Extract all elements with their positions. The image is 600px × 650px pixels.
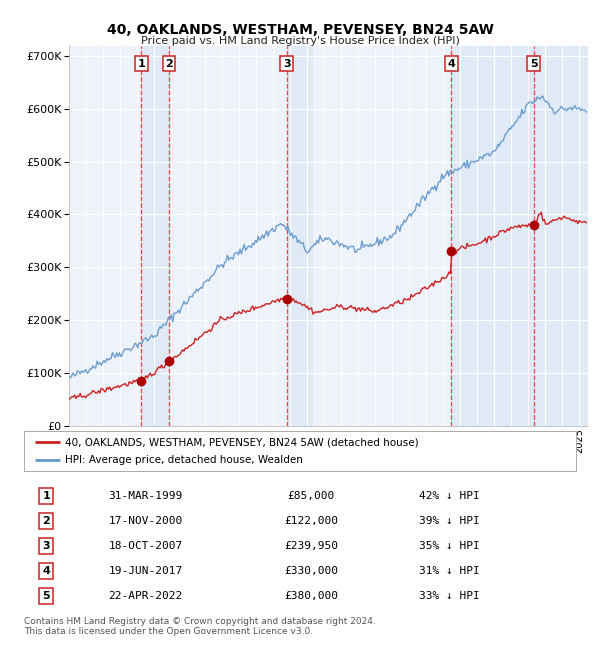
Text: £239,950: £239,950 <box>284 541 338 551</box>
Text: 33% ↓ HPI: 33% ↓ HPI <box>419 592 479 601</box>
Text: 3: 3 <box>42 541 50 551</box>
Text: 31-MAR-1999: 31-MAR-1999 <box>109 491 182 500</box>
Text: 31% ↓ HPI: 31% ↓ HPI <box>419 566 479 576</box>
Bar <box>534 46 588 426</box>
Text: 5: 5 <box>42 592 50 601</box>
Text: 42% ↓ HPI: 42% ↓ HPI <box>419 491 479 500</box>
Text: HPI: Average price, detached house, Wealden: HPI: Average price, detached house, Weal… <box>65 455 303 465</box>
Text: 3: 3 <box>283 58 290 69</box>
Bar <box>142 46 169 426</box>
Text: 35% ↓ HPI: 35% ↓ HPI <box>419 541 479 551</box>
Bar <box>451 46 534 426</box>
Text: 18-OCT-2007: 18-OCT-2007 <box>109 541 182 551</box>
Text: 17-NOV-2000: 17-NOV-2000 <box>109 516 182 526</box>
Text: £85,000: £85,000 <box>287 491 335 500</box>
Text: 4: 4 <box>447 58 455 69</box>
Text: 5: 5 <box>530 58 538 69</box>
Text: 40, OAKLANDS, WESTHAM, PEVENSEY, BN24 5AW (detached house): 40, OAKLANDS, WESTHAM, PEVENSEY, BN24 5A… <box>65 437 419 447</box>
Text: Contains HM Land Registry data © Crown copyright and database right 2024.: Contains HM Land Registry data © Crown c… <box>24 617 376 626</box>
Bar <box>287 46 313 426</box>
Text: 2: 2 <box>165 58 173 69</box>
Text: This data is licensed under the Open Government Licence v3.0.: This data is licensed under the Open Gov… <box>24 627 313 636</box>
Text: 1: 1 <box>137 58 145 69</box>
Text: £330,000: £330,000 <box>284 566 338 576</box>
Text: Price paid vs. HM Land Registry's House Price Index (HPI): Price paid vs. HM Land Registry's House … <box>140 36 460 46</box>
Text: £380,000: £380,000 <box>284 592 338 601</box>
Text: 2: 2 <box>42 516 50 526</box>
Text: 1: 1 <box>42 491 50 500</box>
Text: 40, OAKLANDS, WESTHAM, PEVENSEY, BN24 5AW: 40, OAKLANDS, WESTHAM, PEVENSEY, BN24 5A… <box>107 23 493 37</box>
Text: £122,000: £122,000 <box>284 516 338 526</box>
Text: 22-APR-2022: 22-APR-2022 <box>109 592 182 601</box>
Text: 19-JUN-2017: 19-JUN-2017 <box>109 566 182 576</box>
Text: 4: 4 <box>42 566 50 576</box>
Text: 39% ↓ HPI: 39% ↓ HPI <box>419 516 479 526</box>
